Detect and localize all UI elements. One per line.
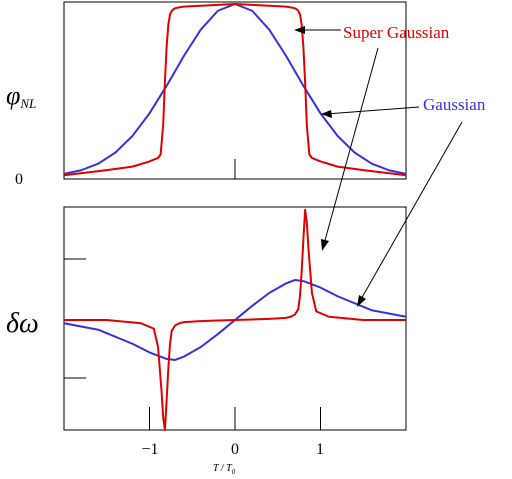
top-y-axis-label-sub: NL <box>19 96 36 111</box>
arrowhead-super-gaussian-bottom <box>321 239 329 251</box>
arrowhead-gaussian-bottom <box>357 295 366 307</box>
bottom-x-tick-label-neg1: −1 <box>141 441 158 458</box>
x-axis-label: T / T0 <box>213 463 236 476</box>
annotation-gaussian: Gaussian <box>423 95 486 114</box>
x-axis-label-main: T / T <box>213 463 233 474</box>
top-y-tick-label-0: 0 <box>15 171 23 188</box>
arrow-gaussian-top <box>325 106 420 115</box>
arrowhead-super-gaussian-top <box>294 26 305 34</box>
top-series-super-gaussian <box>63 3 407 177</box>
x-axis-label-sub: 0 <box>232 468 236 476</box>
arrow-super-gaussian-bottom <box>323 47 379 245</box>
arrow-gaussian-bottom <box>359 121 463 302</box>
annotation-super-gaussian: Super Gaussian <box>343 23 450 42</box>
top-y-axis-label-main: φ <box>6 81 20 110</box>
bottom-series-super-gaussian <box>64 208 406 432</box>
bottom-y-axis-label: δω <box>6 308 39 339</box>
arrowhead-gaussian-top <box>321 110 332 118</box>
bottom-x-tick-label-1: 1 <box>316 441 324 458</box>
top-y-axis-label: φNL <box>6 81 36 111</box>
bottom-x-tick-label-0: 0 <box>231 441 239 458</box>
